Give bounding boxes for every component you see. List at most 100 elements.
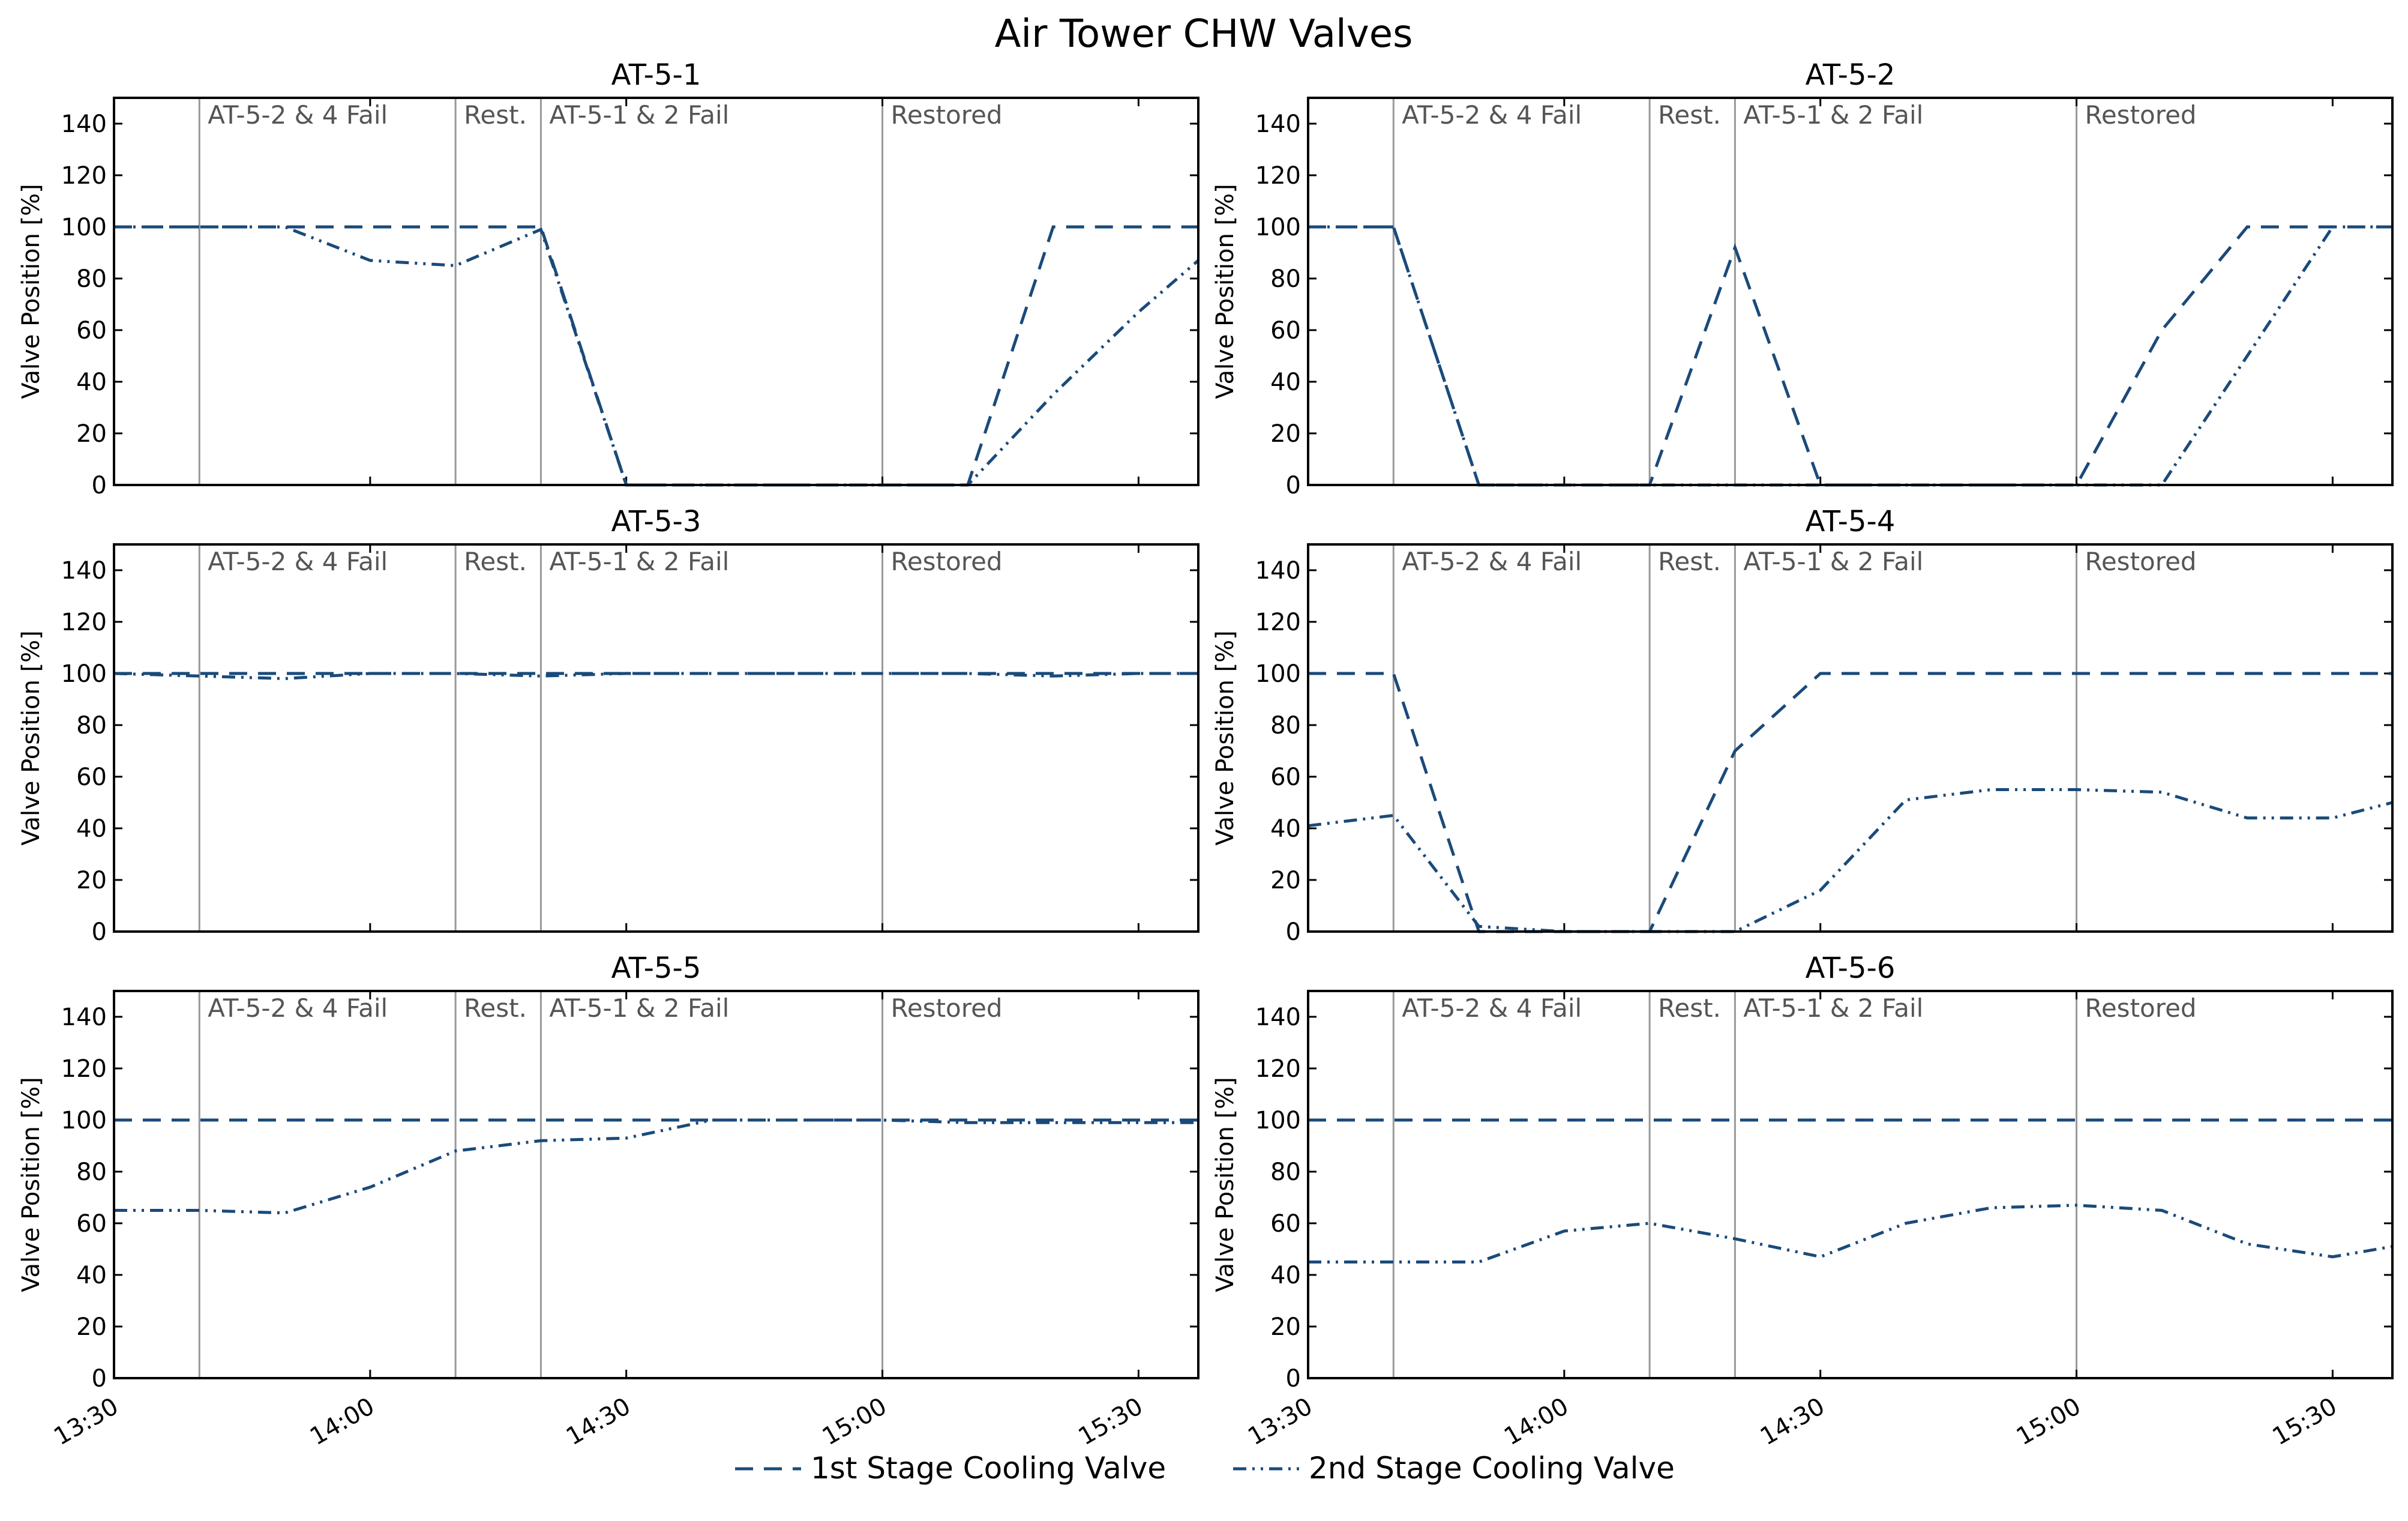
subplots: AT-5-1 AT-5-2 & 4 Fail Rest. AT-5-1 & 2 Fai… [17,58,2394,1451]
y-axis-label: Valve Position [%] [17,184,45,399]
y-tick-label: 0 [1286,918,1301,946]
y-tick-label: 80 [76,265,107,293]
event-label: Rest. [464,100,527,130]
series-line-2 [113,672,1198,681]
y-tick-label: 140 [1255,110,1301,138]
x-tick-label: 15:00 [818,1393,892,1451]
event-label: AT-5-1 & 2 Fail [549,547,729,576]
y-tick-label: 60 [76,764,107,791]
y-tick-label: 20 [1270,1313,1301,1341]
series-line-2 [114,225,1199,487]
y-tick-label: 40 [1270,815,1301,843]
event-label: AT-5-2 & 4 Fail [1402,100,1582,130]
series-line-2 [1308,225,2392,487]
y-tick-label: 40 [76,815,107,843]
legend-item-2: 2nd Stage Cooling Valve [1233,1451,1675,1486]
y-tick-label: 40 [1270,1262,1301,1289]
y-tick-label: 20 [76,420,107,448]
y-tick-label: 100 [1255,660,1301,688]
subplot-title: AT-5-3 [611,505,701,538]
subplot-title: AT-5-6 [1806,951,1896,985]
series-line-1 [1308,225,2392,487]
y-tick-label: 60 [76,317,107,345]
x-tick-label: 14:30 [562,1393,635,1451]
legend-label: 1st Stage Cooling Valve [811,1451,1166,1486]
event-label: Restored [2085,993,2197,1023]
y-tick-label: 60 [1270,317,1301,345]
y-tick-label: 140 [61,1004,107,1031]
legend-item-1: 1st Stage Cooling Valve [735,1451,1166,1486]
y-tick-label: 120 [61,162,107,190]
subplot-5: AT-5-5 AT-5-2 & 4 Fail Rest. AT-5-1 & 2 Fai… [17,951,1199,1451]
y-tick-label: 80 [1270,265,1301,293]
y-tick-label: 140 [61,557,107,585]
y-tick-label: 20 [1270,867,1301,894]
series-line-1 [1308,672,2392,933]
x-tick-label: 15:00 [2012,1393,2086,1451]
y-tick-label: 100 [61,214,107,241]
y-tick-label: 0 [92,918,107,946]
event-label: AT-5-1 & 2 Fail [549,100,729,130]
y-tick-label: 100 [1255,1107,1301,1134]
event-label: AT-5-1 & 2 Fail [549,993,729,1023]
event-label: AT-5-2 & 4 Fail [208,100,388,130]
event-label: Restored [2085,100,2197,130]
y-tick-label: 140 [1255,557,1301,585]
y-tick-label: 0 [92,1365,107,1393]
event-label: AT-5-2 & 4 Fail [1402,547,1582,576]
x-tick-label: 14:30 [1756,1393,1830,1451]
y-axis-label: Valve Position [%] [1212,184,1239,399]
event-label: Restored [891,547,1003,576]
event-label: Rest. [464,993,527,1023]
y-tick-label: 0 [1286,472,1301,499]
event-label: AT-5-1 & 2 Fail [1743,993,1923,1023]
x-tick-label: 14:00 [1500,1393,1573,1451]
x-tick-label: 13:30 [49,1393,123,1451]
y-axis-label: Valve Position [%] [1212,1077,1239,1292]
y-tick-label: 80 [76,1158,107,1186]
legend-label: 2nd Stage Cooling Valve [1309,1451,1675,1486]
y-axis-label: Valve Position [%] [1212,630,1239,846]
plot-frame [1307,543,2394,933]
y-tick-label: 20 [76,1313,107,1341]
plot-frame [113,97,1199,486]
plot-frame [1307,990,2394,1379]
y-tick-label: 0 [92,472,107,499]
y-tick-label: 80 [76,712,107,739]
y-tick-label: 140 [61,110,107,138]
subplot-2: AT-5-2 AT-5-2 & 4 Fail Rest. AT-5-1 & 2 Fai… [1212,58,2394,499]
x-tick-label: 15:30 [2268,1393,2342,1451]
subplot-title: AT-5-1 [611,58,701,92]
y-tick-label: 40 [76,1262,107,1289]
y-tick-label: 120 [61,1055,107,1083]
event-label: Restored [891,993,1003,1023]
subplot-title: AT-5-5 [611,951,701,985]
event-label: AT-5-2 & 4 Fail [208,993,388,1023]
plot-frame [1307,97,2394,486]
y-tick-label: 100 [61,1107,107,1134]
subplot-1: AT-5-1 AT-5-2 & 4 Fail Rest. AT-5-1 & 2 Fai… [17,58,1199,499]
y-tick-label: 60 [76,1210,107,1238]
y-tick-label: 120 [61,609,107,636]
y-tick-label: 80 [1270,712,1301,739]
event-label: Restored [2085,547,2197,576]
y-tick-label: 40 [1270,369,1301,396]
subplot-3: AT-5-3 AT-5-2 & 4 Fail Rest. AT-5-1 & 2 Fai… [17,505,1199,946]
event-label: AT-5-2 & 4 Fail [208,547,388,576]
y-tick-label: 20 [76,867,107,894]
plot-frame [113,543,1199,933]
y-axis-label: Valve Position [%] [17,630,45,846]
y-tick-label: 120 [1255,609,1301,636]
y-tick-label: 100 [1255,214,1301,241]
y-tick-label: 60 [1270,1210,1301,1238]
subplot-title: AT-5-4 [1806,505,1896,538]
y-tick-label: 20 [1270,420,1301,448]
subplot-4: AT-5-4 AT-5-2 & 4 Fail Rest. AT-5-1 & 2 Fai… [1212,505,2394,946]
y-tick-label: 120 [1255,162,1301,190]
series-line-2 [1308,1203,2393,1263]
y-tick-label: 80 [1270,1158,1301,1186]
y-tick-label: 40 [76,369,107,396]
series-line-2 [114,1118,1198,1215]
y-tick-label: 140 [1255,1004,1301,1031]
y-tick-label: 60 [1270,764,1301,791]
